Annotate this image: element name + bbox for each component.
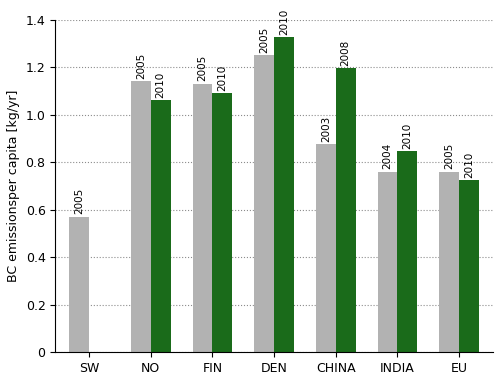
Bar (316, 144, 336, 352)
Text: 2004: 2004 (382, 143, 392, 169)
Bar (378, 172, 398, 352)
Bar (274, 37, 294, 352)
Text: 2010: 2010 (279, 9, 289, 35)
Text: 2010: 2010 (218, 65, 228, 91)
Text: 2005: 2005 (444, 143, 454, 169)
Text: 2010: 2010 (402, 123, 412, 149)
Bar (398, 152, 417, 352)
Bar (254, 55, 274, 352)
Text: 2008: 2008 (340, 40, 350, 66)
Bar (192, 84, 212, 352)
Y-axis label: BC emissionsper capita [kg/yr]: BC emissionsper capita [kg/yr] (7, 90, 20, 282)
Bar (70, 217, 89, 352)
Text: 2005: 2005 (260, 27, 270, 53)
Bar (131, 81, 151, 352)
Text: 2003: 2003 (321, 116, 331, 142)
Bar (459, 180, 479, 352)
Text: 2010: 2010 (156, 72, 166, 98)
Text: 2005: 2005 (74, 188, 85, 214)
Bar (151, 100, 171, 352)
Text: 2010: 2010 (464, 151, 474, 178)
Text: 2005: 2005 (136, 53, 146, 79)
Text: 2005: 2005 (198, 55, 207, 81)
Bar (212, 93, 232, 352)
Bar (336, 68, 355, 352)
Bar (440, 172, 459, 352)
